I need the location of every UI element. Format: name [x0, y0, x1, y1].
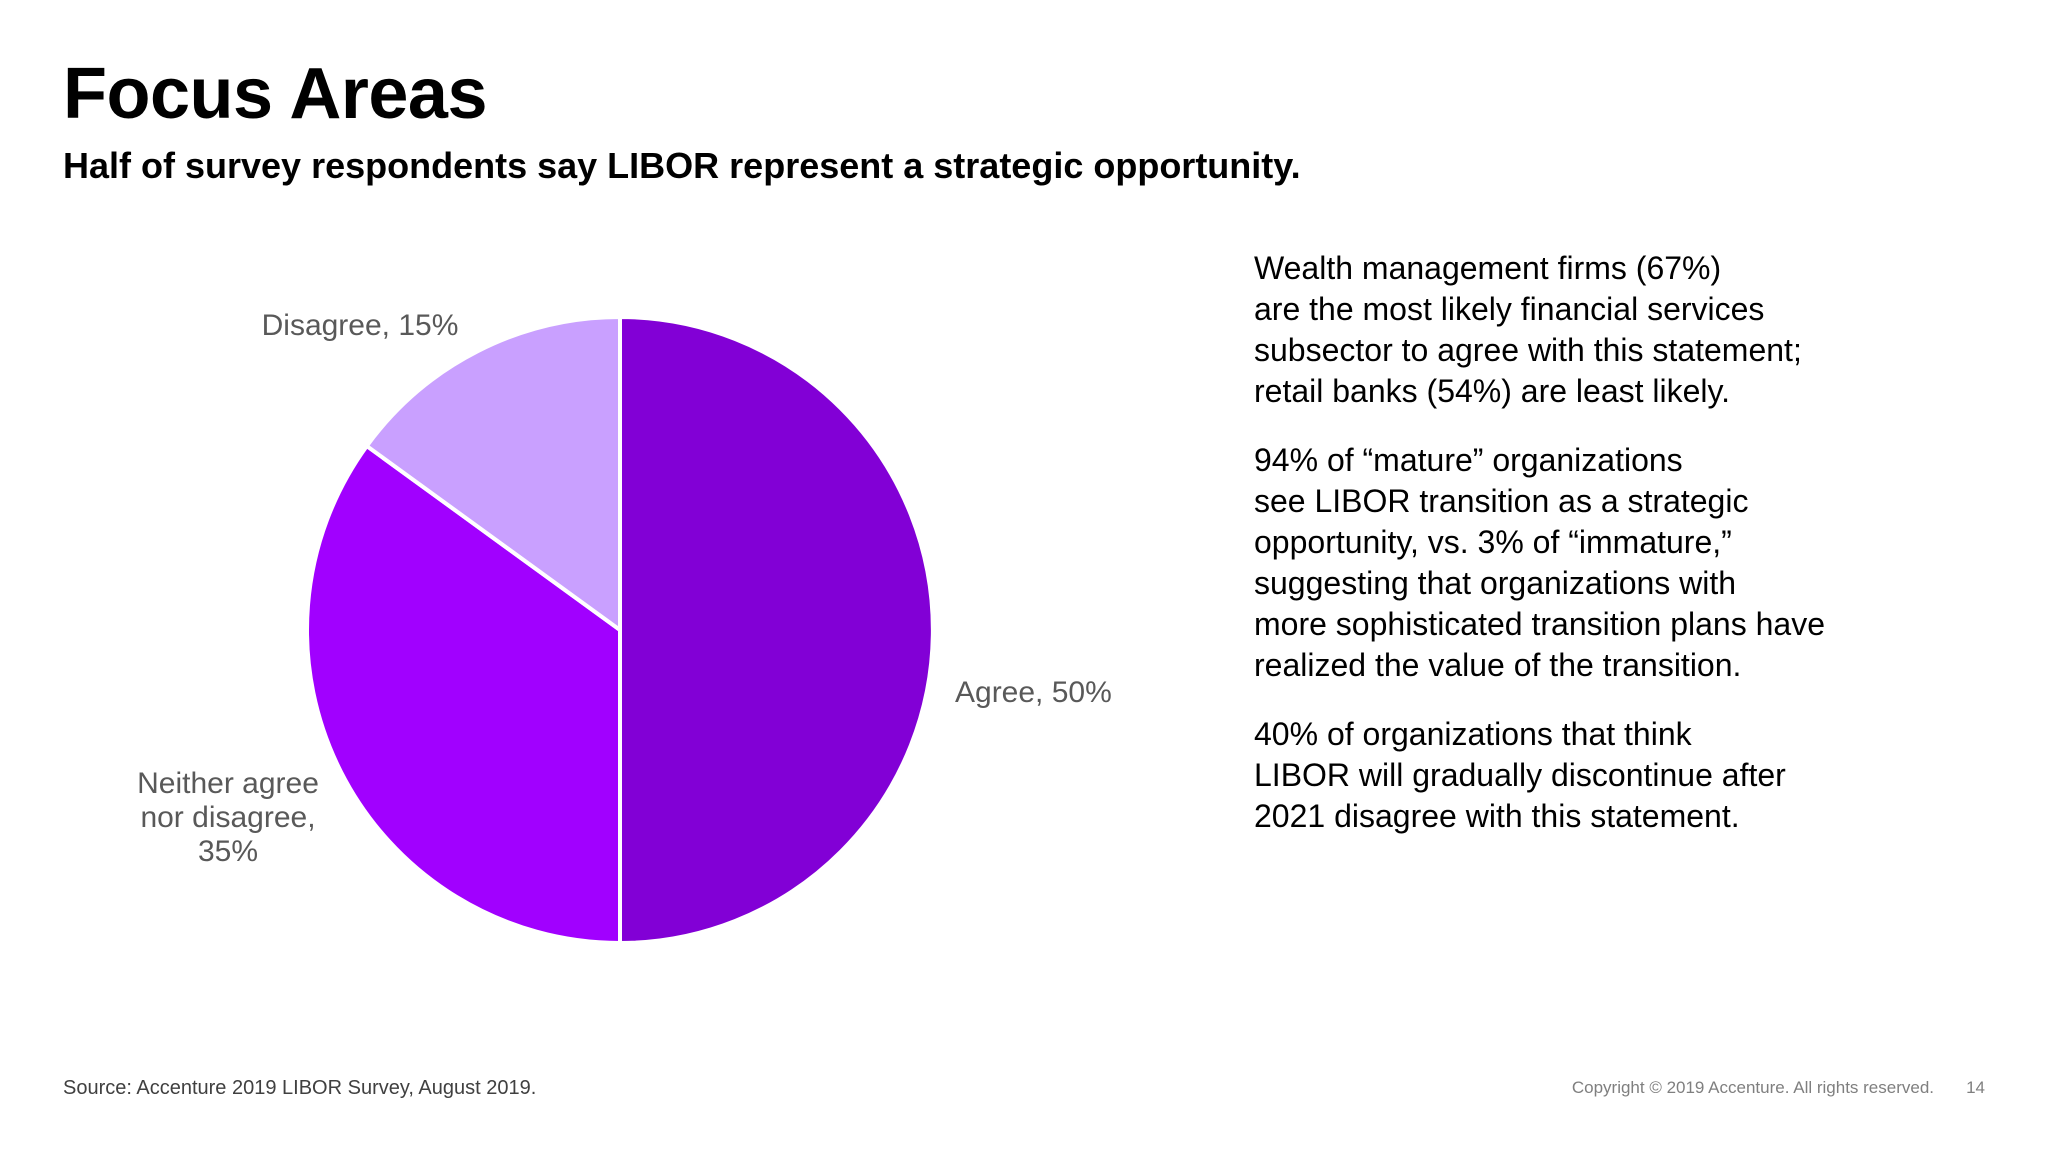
note-line: are the most likely financial services	[1254, 291, 1765, 327]
note-line: subsector to agree with this statement;	[1254, 332, 1802, 368]
slice-label-line: nor disagree,	[140, 801, 315, 834]
note-line: 94% of “mature” organizations	[1254, 442, 1683, 478]
notes-panel: Wealth management firms (67%) are the mo…	[1254, 248, 1954, 865]
pie-slice-1	[618, 315, 935, 945]
slice-label-1: Agree, 50%	[955, 676, 1112, 709]
note-wealth-management: Wealth management firms (67%) are the mo…	[1254, 248, 1954, 412]
page-number: 14	[1966, 1078, 1985, 1097]
slice-label-3: Disagree, 15%	[262, 309, 459, 342]
note-line: 2021 disagree with this statement.	[1254, 798, 1740, 834]
note-gradual-discontinue: 40% of organizations that think LIBOR wi…	[1254, 714, 1954, 837]
slide-subtitle: Half of survey respondents say LIBOR rep…	[63, 145, 1301, 186]
slice-label-2: Neither agree nor disagree, 35%	[137, 767, 319, 868]
note-mature-organizations: 94% of “mature” organizations see LIBOR …	[1254, 440, 1954, 686]
slice-label-line: 35%	[198, 835, 258, 868]
note-line: more sophisticated transition plans have	[1254, 606, 1825, 642]
slice-label-line: Agree, 50%	[955, 676, 1112, 709]
slide-title: Focus Areas	[63, 54, 488, 134]
note-line: see LIBOR transition as a strategic	[1254, 483, 1749, 519]
slice-label-line: Neither agree	[137, 767, 319, 800]
copyright-text: Copyright © 2019 Accenture. All rights r…	[1571, 1078, 1934, 1097]
note-line: suggesting that organizations with	[1254, 565, 1737, 601]
note-line: retail banks (54%) are least likely.	[1254, 373, 1731, 409]
note-line: opportunity, vs. 3% of “immature,”	[1254, 524, 1732, 560]
source-note: Source: Accenture 2019 LIBOR Survey, Aug…	[63, 1077, 537, 1099]
pie-slice-2	[305, 444, 622, 945]
note-line: 40% of organizations that think	[1254, 716, 1692, 752]
note-line: Wealth management firms (67%)	[1254, 250, 1722, 286]
pie-chart: Agree, 50% Neither agree nor disagree, 35% D…	[137, 309, 1112, 945]
slice-label-line: Disagree, 15%	[262, 309, 459, 342]
note-line: realized the value of the transition.	[1254, 647, 1742, 683]
pie-slice-3	[364, 315, 622, 632]
note-line: LIBOR will gradually discontinue after	[1254, 757, 1786, 793]
